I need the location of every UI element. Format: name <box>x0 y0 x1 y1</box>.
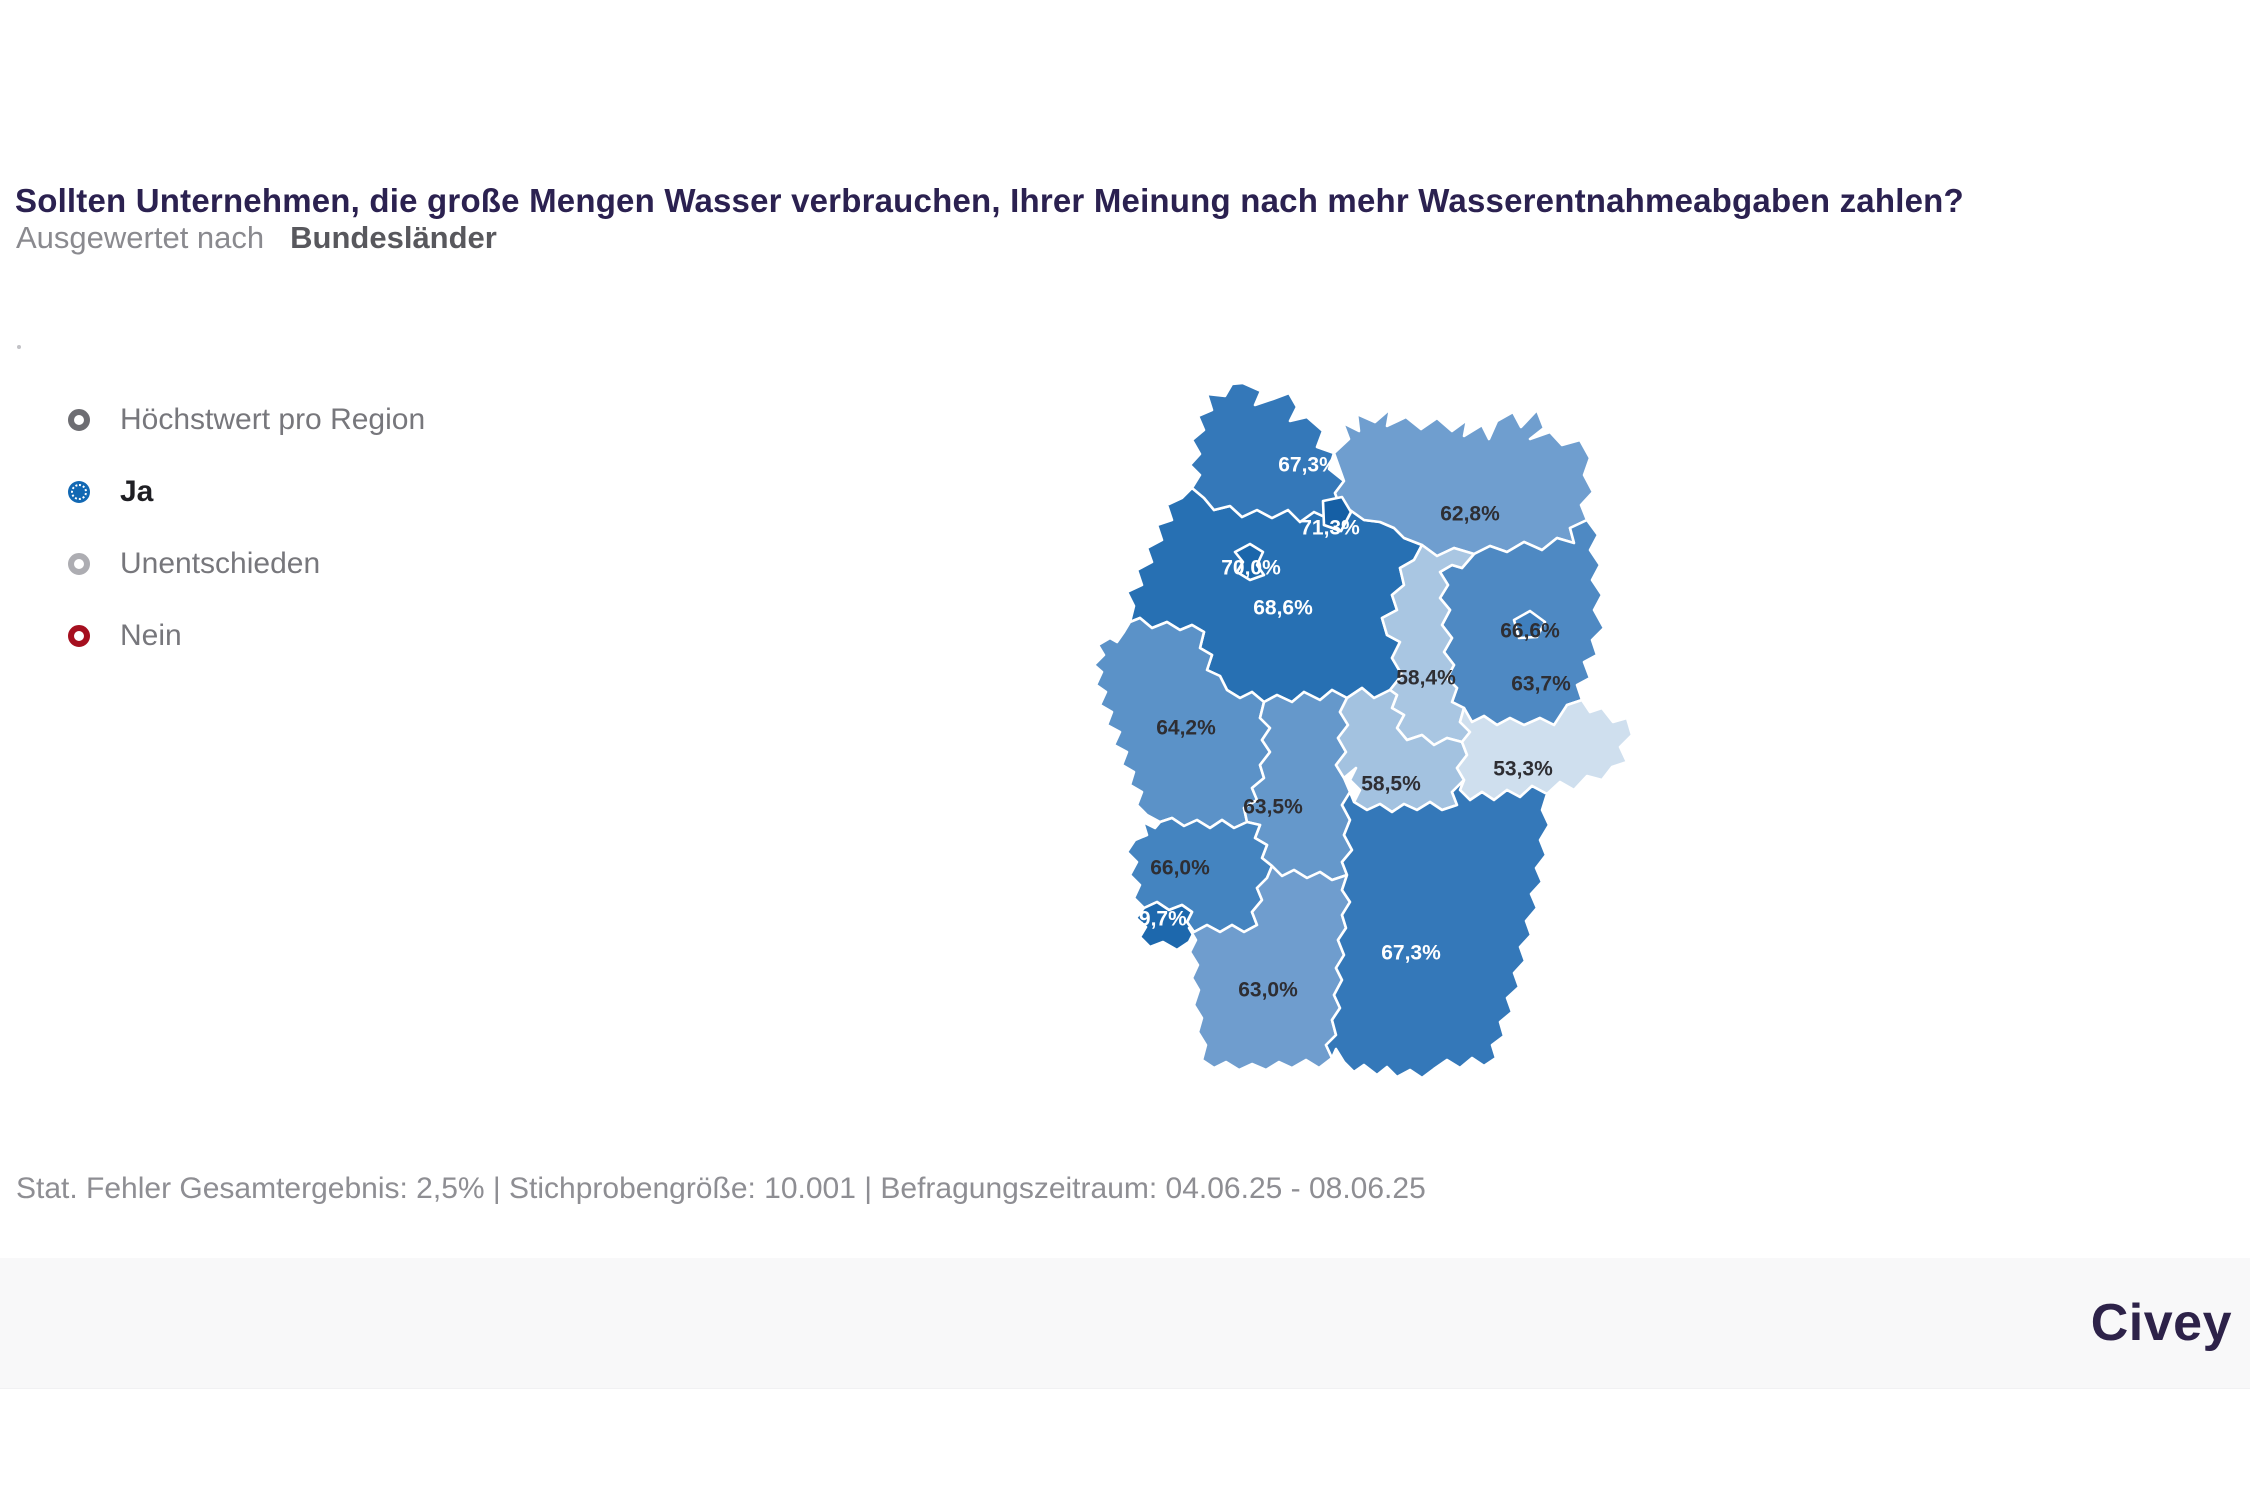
legend-option-ja[interactable]: Ja <box>68 470 425 514</box>
survey-stats-line: Stat. Fehler Gesamtergebnis: 2,5% | Stic… <box>16 1172 1426 1205</box>
map-region-schleswig-holstein[interactable] <box>1188 381 1346 524</box>
decorative-dot <box>17 345 21 349</box>
subtitle: Ausgewertet nach Bundesländer <box>16 220 497 256</box>
radio-selected-icon[interactable] <box>68 481 90 503</box>
radio-icon[interactable] <box>68 553 90 575</box>
map-region-saarland[interactable] <box>1134 900 1196 952</box>
subtitle-grouping: Bundesländer <box>290 220 497 255</box>
civey-logo[interactable]: Civey <box>2090 1294 2232 1352</box>
legend-option-label: Nein <box>120 619 182 652</box>
page-title: Sollten Unternehmen, die große Mengen Wa… <box>15 182 1964 220</box>
map-region-bayern[interactable] <box>1324 778 1551 1080</box>
map-region-nordrhein-westfalen[interactable] <box>1093 616 1272 830</box>
germany-choropleth-map: 67,3% 71,3% 62,8% 70,0% 68,6% 66,6% 63,7… <box>1093 381 1641 1113</box>
answer-legend: Höchstwert pro Region Ja Unentschieden N… <box>68 398 425 686</box>
legend-option-nein[interactable]: Nein <box>68 614 425 658</box>
legend-option-label: Unentschieden <box>120 547 321 580</box>
subtitle-prefix: Ausgewertet nach <box>16 220 265 255</box>
radio-icon[interactable] <box>68 625 90 647</box>
legend-option-label: Ja <box>120 475 154 508</box>
radio-icon[interactable] <box>68 409 90 431</box>
map-region-berlin[interactable] <box>1512 609 1547 640</box>
legend-option-unentschieden[interactable]: Unentschieden <box>68 542 425 586</box>
legend-option-label: Höchstwert pro Region <box>120 403 426 436</box>
map-region-bremen[interactable] <box>1233 542 1266 582</box>
map-region-hamburg[interactable] <box>1321 495 1353 533</box>
brand-footer-band: Civey <box>0 1258 2250 1389</box>
legend-option-hoechstwert[interactable]: Höchstwert pro Region <box>68 398 425 442</box>
